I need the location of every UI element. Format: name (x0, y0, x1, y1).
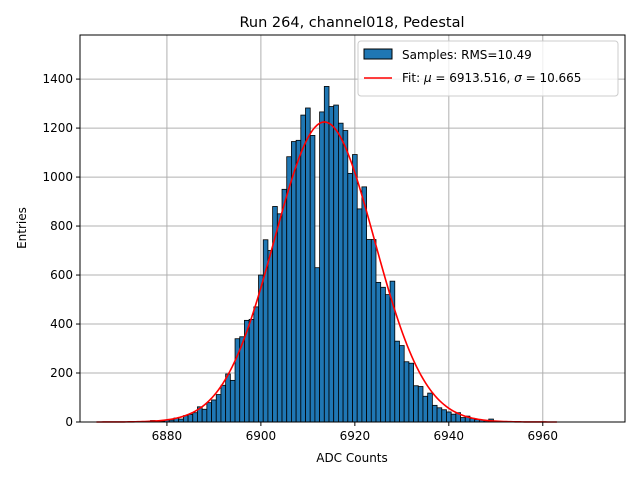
histogram-bar (352, 154, 358, 423)
histogram-bar (394, 340, 400, 423)
plot-frame (79, 34, 626, 423)
x-tick-label: 6920 (340, 429, 371, 443)
histogram-bar (225, 373, 231, 423)
histogram-bar (399, 345, 405, 423)
histogram-bar (431, 404, 438, 423)
y-tick-label: 600 (50, 268, 73, 282)
legend: Samples: RMS=10.49 Fit: μ = 6913.516, σ … (357, 40, 619, 97)
histogram-bar (338, 122, 344, 423)
histogram-bar (248, 318, 255, 423)
histogram-bar (417, 386, 424, 423)
histogram-bar (413, 385, 419, 423)
histogram-bar (446, 411, 452, 423)
y-tick-label: 0 (65, 415, 73, 429)
histogram-bar (323, 86, 330, 423)
histogram-bar (215, 394, 222, 423)
histogram-bar (408, 362, 414, 423)
x-tick-label: 6960 (528, 429, 559, 443)
histogram-bar (187, 414, 194, 423)
histogram-bar (253, 306, 259, 423)
y-tick-label: 400 (50, 317, 73, 331)
histogram-bar (211, 399, 217, 423)
histogram-bar (460, 417, 466, 423)
histogram-bar (441, 409, 447, 423)
chart-title: Run 264, channel018, Pedestal (239, 15, 464, 31)
y-axis-label: Entries (15, 207, 29, 249)
histogram-bar (295, 139, 302, 423)
x-axis-ticks: 6880 6900 6920 6940 6960 (152, 422, 558, 443)
legend-box (357, 40, 619, 97)
y-tick-label: 800 (50, 219, 73, 233)
histogram-bar (319, 111, 325, 423)
histogram-bar (375, 281, 382, 423)
x-tick-label: 6940 (434, 429, 465, 443)
legend-samples-label: Samples: RMS=10.49 (402, 48, 532, 62)
histogram-bar (356, 208, 363, 423)
histogram-bar (328, 106, 335, 423)
histogram-bar (422, 395, 429, 423)
histogram-bar (333, 104, 339, 423)
x-tick-label: 6900 (246, 429, 277, 443)
histogram-bar (403, 361, 410, 423)
y-tick-label: 1200 (42, 121, 73, 135)
histogram-bar (206, 402, 212, 423)
histogram-bar (220, 384, 227, 423)
histogram-bar (300, 114, 306, 423)
legend-samples-swatch (363, 48, 393, 60)
legend-fit-label: Fit: μ = 6913.516, σ = 10.665 (402, 71, 581, 85)
x-tick-label: 6880 (152, 429, 183, 443)
histogram-bar (267, 250, 274, 423)
histogram-bar (192, 412, 198, 423)
histogram-bar (361, 186, 367, 423)
histogram-bar (305, 107, 311, 423)
histogram-bar (314, 267, 321, 423)
gaussian-fit-curve (96, 121, 557, 423)
y-tick-label: 200 (50, 366, 73, 380)
histogram-bar (291, 141, 297, 423)
histogram-bar (229, 379, 236, 423)
histogram-bar (450, 413, 457, 423)
histogram-bar (347, 172, 353, 423)
histogram-bar (380, 286, 386, 423)
x-axis-label: ADC Counts (316, 451, 388, 465)
histogram-bar (342, 130, 349, 423)
histogram-bar (436, 407, 443, 423)
histogram-bar (370, 239, 377, 423)
histogram-bar (309, 135, 316, 423)
histogram-bar (281, 188, 288, 423)
histogram-bar (286, 156, 292, 423)
histogram-bar (201, 408, 208, 423)
histogram-bar (384, 294, 391, 423)
y-axis-ticks: 0 200 400 600 800 1000 1200 1400 (42, 72, 80, 429)
histogram-bar (276, 213, 283, 423)
y-tick-label: 1400 (42, 72, 73, 86)
y-tick-label: 1000 (42, 170, 73, 184)
histogram-bar (258, 274, 264, 423)
histogram-bar (366, 239, 372, 423)
histogram-bar (427, 392, 433, 423)
